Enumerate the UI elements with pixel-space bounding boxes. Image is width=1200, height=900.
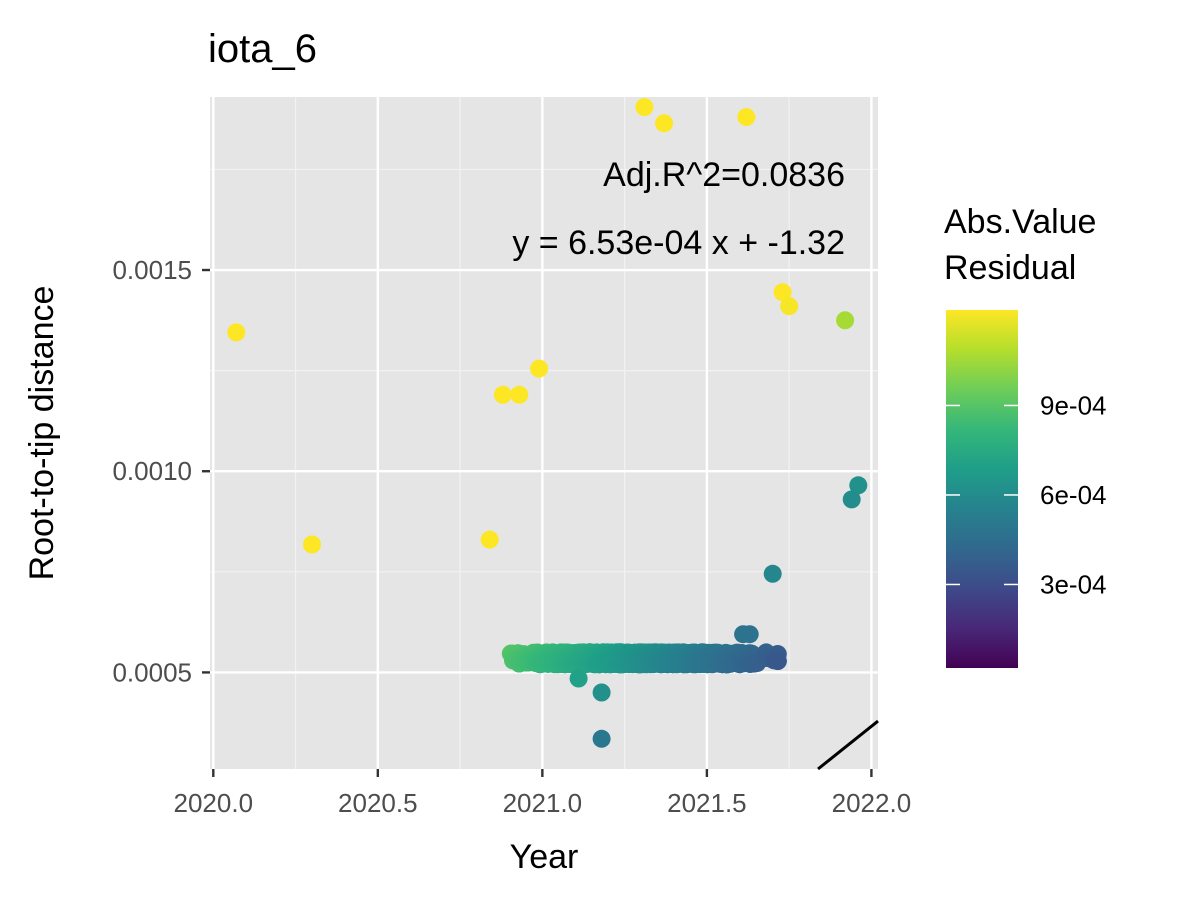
data-point xyxy=(740,625,759,644)
data-point xyxy=(480,530,499,549)
data-point xyxy=(493,385,512,404)
legend-tick-label: 3e-04 xyxy=(1040,569,1107,599)
legend-tick-label: 6e-04 xyxy=(1040,480,1107,510)
x-axis: 2020.0 2020.5 2021.0 2021.5 2022.0 xyxy=(174,769,912,818)
plot-panel: Adj.R^2=0.0836 y = 6.53e-04 x + -1.32 xyxy=(210,97,879,771)
data-point xyxy=(592,729,611,748)
data-point xyxy=(773,283,792,302)
x-tick-label: 2021.0 xyxy=(503,788,583,818)
data-point xyxy=(768,652,787,670)
y-axis-title: Root-to-tip distance xyxy=(23,286,61,581)
data-point xyxy=(510,385,529,404)
data-point xyxy=(763,564,782,583)
data-point xyxy=(655,114,674,133)
legend-title-line2: Residual xyxy=(944,249,1076,287)
color-legend: Abs.Value Residual 3e-04 6e-04 9e-04 xyxy=(944,203,1107,668)
equation-annotation: y = 6.53e-04 x + -1.32 xyxy=(512,224,845,262)
x-tick-label: 2022.0 xyxy=(832,788,912,818)
r2-annotation: Adj.R^2=0.0836 xyxy=(603,156,845,194)
x-tick-label: 2020.5 xyxy=(338,788,418,818)
data-points xyxy=(227,98,868,748)
y-tick-label: 0.0005 xyxy=(112,657,192,687)
data-point xyxy=(842,490,861,509)
chart-title: iota_6 xyxy=(208,27,317,71)
data-point xyxy=(635,98,654,117)
data-point xyxy=(849,476,868,495)
x-tick-label: 2020.0 xyxy=(174,788,254,818)
legend-ticks: 3e-04 6e-04 9e-04 xyxy=(946,390,1107,599)
data-point xyxy=(780,297,799,316)
data-point xyxy=(227,323,246,342)
data-point xyxy=(303,535,321,554)
data-point xyxy=(569,669,588,688)
regression-line xyxy=(817,719,879,771)
y-tick-label: 0.0010 xyxy=(112,456,192,486)
data-point xyxy=(836,311,855,330)
y-axis: 0.0005 0.0010 0.0015 xyxy=(112,255,210,687)
x-tick-label: 2021.5 xyxy=(667,788,747,818)
data-point xyxy=(737,108,756,127)
data-point xyxy=(530,359,549,378)
legend-tick-label: 9e-04 xyxy=(1040,390,1107,420)
x-axis-title: Year xyxy=(510,838,579,876)
legend-title-line1: Abs.Value xyxy=(944,203,1096,241)
legend-colorbar xyxy=(946,310,1018,668)
data-point xyxy=(592,683,611,702)
y-tick-label: 0.0015 xyxy=(112,255,192,285)
